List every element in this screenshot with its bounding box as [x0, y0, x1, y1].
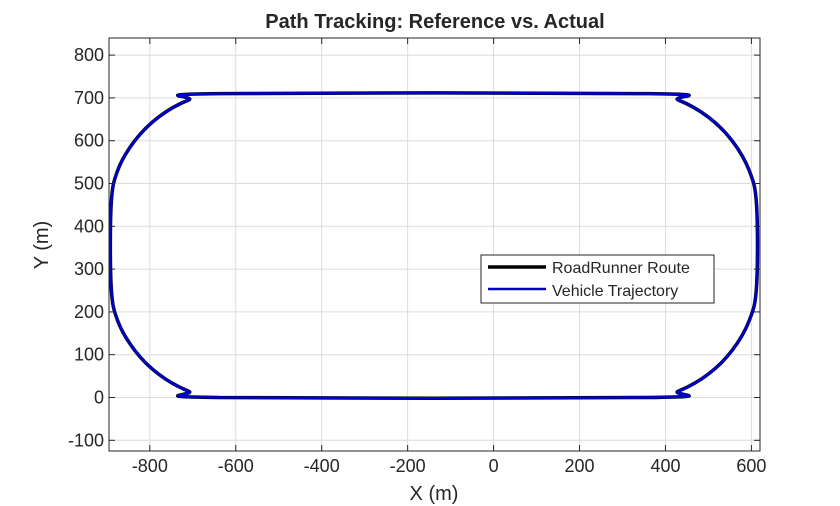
y-tick-label: 100: [74, 345, 104, 365]
series-line-vehicle-trajectory: [109, 91, 759, 400]
x-tick-label: 200: [565, 456, 595, 476]
series-layer: [108, 91, 760, 401]
x-tick-label: -400: [304, 456, 340, 476]
legend: RoadRunner Route Vehicle Trajectory: [480, 254, 715, 304]
x-tick-label: -600: [218, 456, 254, 476]
y-tick-labels: -100 0 100 200 300 400 500 600 700 800: [68, 45, 104, 450]
chart-title: Path Tracking: Reference vs. Actual: [265, 11, 604, 33]
x-axis-title: X (m): [410, 483, 459, 505]
y-tick-label: 300: [74, 259, 104, 279]
y-tick-label: 0: [94, 388, 104, 408]
x-tick-label: 600: [736, 456, 766, 476]
legend-box: [480, 254, 715, 304]
x-tick-label: 0: [489, 456, 499, 476]
y-axis-title: Y (m): [31, 221, 53, 270]
x-tick-label: 400: [650, 456, 680, 476]
y-tick-label: 200: [74, 302, 104, 322]
legend-label-roadrunner-route: RoadRunner Route: [552, 260, 690, 277]
y-tick-label: 400: [74, 216, 104, 236]
y-tick-label: -100: [68, 430, 104, 450]
x-tick-labels: -800 -600 -400 -200 0 200 400 600: [132, 456, 767, 476]
legend-label-vehicle-trajectory: Vehicle Trajectory: [552, 283, 678, 300]
plot-area: [109, 38, 760, 451]
y-tick-label: 800: [74, 45, 104, 65]
x-tick-label: -200: [390, 456, 426, 476]
x-tick-label: -800: [132, 456, 168, 476]
y-tick-label: 600: [74, 131, 104, 151]
y-tick-label: 500: [74, 174, 104, 194]
ticks: [109, 38, 760, 451]
y-tick-label: 700: [74, 88, 104, 108]
plot-frame: [108, 37, 761, 452]
